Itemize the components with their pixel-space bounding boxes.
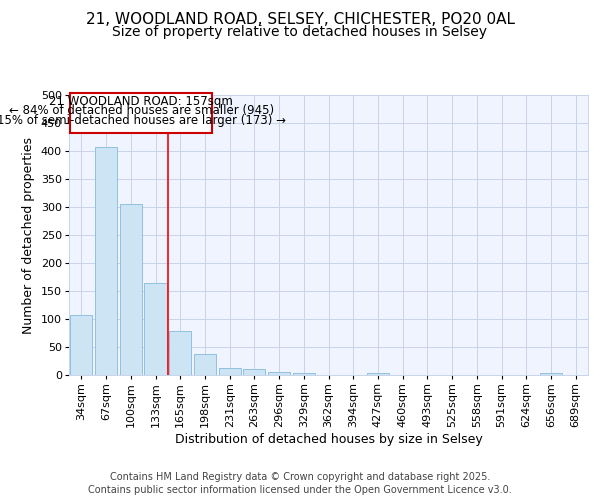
- Text: Contains public sector information licensed under the Open Government Licence v3: Contains public sector information licen…: [88, 485, 512, 495]
- Bar: [218, 368, 241, 375]
- Text: Size of property relative to detached houses in Selsey: Size of property relative to detached ho…: [113, 25, 487, 39]
- Bar: [169, 332, 191, 375]
- Bar: [367, 374, 389, 375]
- Bar: [145, 282, 167, 375]
- X-axis label: Distribution of detached houses by size in Selsey: Distribution of detached houses by size …: [175, 432, 482, 446]
- Bar: [293, 374, 315, 375]
- Text: 21, WOODLAND ROAD, SELSEY, CHICHESTER, PO20 0AL: 21, WOODLAND ROAD, SELSEY, CHICHESTER, P…: [86, 12, 515, 28]
- Y-axis label: Number of detached properties: Number of detached properties: [22, 136, 35, 334]
- FancyBboxPatch shape: [70, 94, 212, 133]
- Text: 15% of semi-detached houses are larger (173) →: 15% of semi-detached houses are larger (…: [0, 114, 286, 126]
- Bar: [95, 147, 117, 375]
- Bar: [268, 372, 290, 375]
- Bar: [243, 370, 265, 375]
- Bar: [70, 315, 92, 375]
- Bar: [194, 354, 216, 375]
- Text: 21 WOODLAND ROAD: 157sqm: 21 WOODLAND ROAD: 157sqm: [49, 95, 233, 108]
- Bar: [540, 374, 562, 375]
- Text: Contains HM Land Registry data © Crown copyright and database right 2025.: Contains HM Land Registry data © Crown c…: [110, 472, 490, 482]
- Text: ← 84% of detached houses are smaller (945): ← 84% of detached houses are smaller (94…: [9, 104, 274, 117]
- Bar: [119, 204, 142, 375]
